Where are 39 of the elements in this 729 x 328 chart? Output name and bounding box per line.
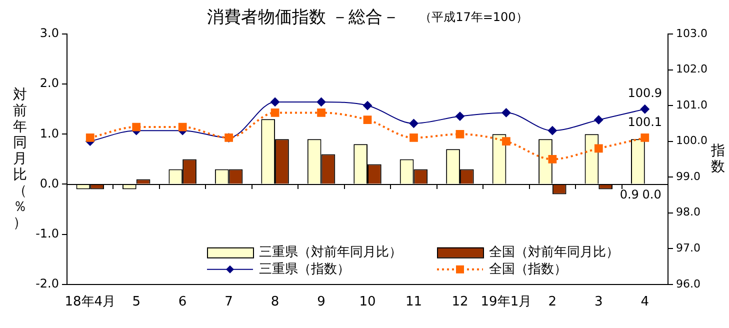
y2-tick-label: 100.0 (676, 134, 708, 148)
legend-label: 三重県（対前年同月比） (259, 244, 402, 260)
legend-label: 三重県（指数） (259, 262, 350, 277)
x-tick-label: 5 (132, 294, 140, 310)
legend-label: 全国（指数） (489, 262, 567, 277)
y2-tick-label: 98.0 (676, 206, 700, 219)
data-label: 100.1 (628, 114, 662, 129)
y2-tick-label: 101.0 (676, 98, 708, 112)
x-tick-label: 6 (178, 294, 187, 310)
data-label: 0.9 (620, 187, 639, 202)
x-tick-label: 12 (452, 294, 468, 310)
y-tick-label: 0.0 (40, 176, 59, 190)
x-tick-label: 11 (405, 294, 422, 310)
x-tick-label: 19年1月 (480, 294, 532, 310)
y-tick-label: 1.0 (40, 126, 59, 140)
x-tick-label: 10 (359, 294, 376, 310)
y2-tick-label: 102.0 (676, 62, 708, 76)
y-tick-label: 3.0 (40, 26, 59, 40)
y-tick-label: 2.0 (40, 76, 59, 90)
chart-title: 消費者物価指数 －総合－ (207, 7, 400, 28)
x-tick-label: 2 (548, 294, 557, 310)
legend-label: 全国（対前年同月比） (489, 244, 619, 260)
y2-tick-label: 97.0 (676, 241, 700, 254)
x-tick-label: 7 (224, 294, 233, 310)
text: 対前年同月比（％） (13, 86, 27, 231)
x-tick-label: 8 (270, 294, 280, 310)
y2-tick-label: 96.0 (676, 277, 700, 290)
x-tick-label: 9 (317, 294, 326, 310)
x-tick-label: 18年4月 (64, 294, 116, 310)
y2-axis-title: 指数 (710, 142, 725, 175)
x-tick-label: 3 (594, 294, 603, 310)
x-tick-label: 4 (640, 294, 650, 310)
y2-tick-label: 103.0 (676, 26, 708, 40)
data-label: 0.0 (642, 187, 662, 202)
y2-tick-label: 99.0 (676, 170, 700, 183)
y-tick-label: -1.0 (36, 226, 59, 240)
data-label: 100.9 (628, 86, 662, 100)
y-tick-label: -2.0 (36, 276, 59, 291)
chart-subtitle: （平成17年=100） (420, 10, 528, 24)
